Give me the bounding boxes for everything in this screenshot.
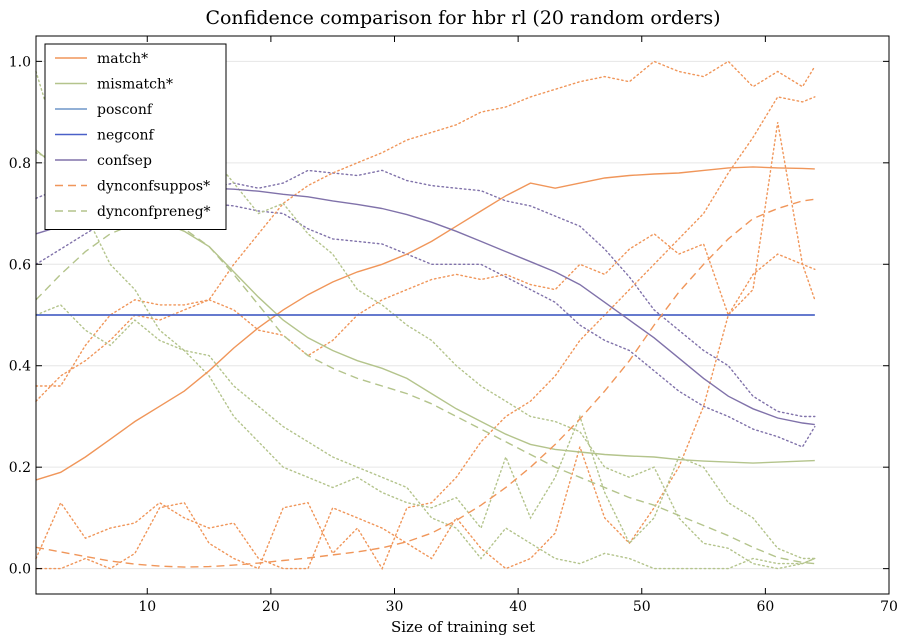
legend: match* mismatch* posconf negconf confsep dync… [44, 43, 227, 230]
series-line-dynconfsuppos [35, 198, 815, 568]
gridlines [36, 60, 889, 570]
x-tick-label-6: 70 [880, 599, 898, 615]
legend-label-negconf: negconf [97, 128, 156, 144]
x-tick-label-2: 30 [386, 599, 404, 615]
y-tick-label-3: 0.6 [9, 257, 31, 273]
legend-label-dynconfsuppos: dynconfsuppos* [97, 179, 210, 195]
plot-frame [35, 35, 890, 595]
y-axis-ticks: 0.0 0.2 0.4 0.6 0.8 1.0 [9, 54, 889, 578]
y-tick-label-2: 0.4 [9, 359, 31, 375]
legend-box [44, 43, 227, 230]
y-tick-label-5: 1.0 [9, 54, 31, 70]
dotted-run-line-2 [35, 60, 816, 402]
legend-label-posconf: posconf [97, 102, 154, 118]
dotted-run-line-3 [35, 96, 816, 571]
legend-label-dynconfpreneg: dynconfpreneg* [97, 204, 211, 220]
y-tick-label-0: 0.0 [9, 562, 31, 578]
dotted-run-line-4 [35, 232, 816, 387]
x-tick-label-3: 40 [509, 599, 527, 615]
chart-title: Confidence comparison for hbr rl (20 ran… [205, 7, 720, 29]
y-tick-label-1: 0.2 [9, 460, 31, 476]
series-line-match [35, 166, 815, 481]
x-tick-label-1: 20 [262, 599, 280, 615]
legend-label-confsep: confsep [97, 153, 152, 169]
dotted-run-line-1 [35, 177, 816, 448]
legend-label-mismatch: mismatch* [97, 77, 173, 93]
y-tick-label-4: 0.8 [9, 156, 31, 172]
dotted-run-line-5 [35, 122, 816, 570]
dotted-run-line-7 [35, 70, 816, 570]
dotted-run-line-8 [35, 304, 816, 560]
x-tick-label-5: 60 [756, 599, 774, 615]
x-tick-label-0: 10 [138, 599, 156, 615]
x-axis-label: Size of training set [391, 618, 535, 636]
x-axis-ticks: 10 20 30 40 50 60 70 [138, 36, 898, 615]
legend-label-match: match* [97, 51, 148, 67]
x-tick-label-4: 50 [633, 599, 651, 615]
